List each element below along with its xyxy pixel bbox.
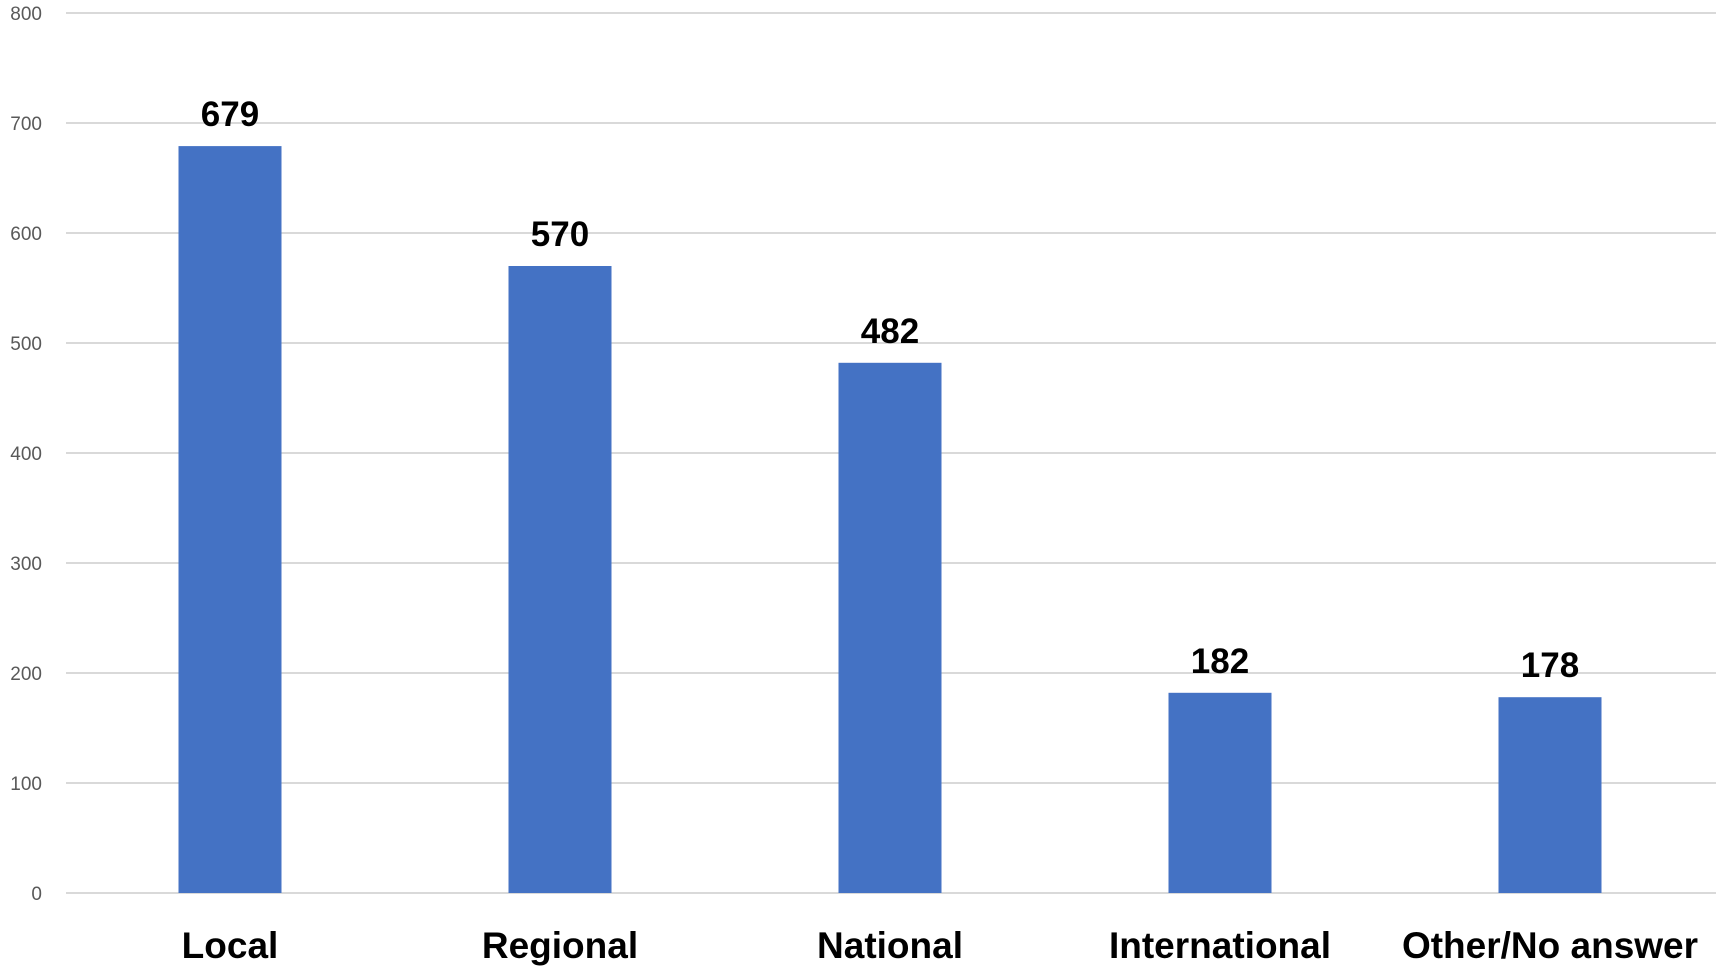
data-label: 182 xyxy=(1191,642,1249,681)
category-label: Other/No answer xyxy=(1402,925,1698,966)
y-tick-label: 200 xyxy=(10,664,42,685)
data-label: 178 xyxy=(1521,646,1579,685)
y-tick-label: 500 xyxy=(10,334,42,355)
y-axis-tick-labels: 0 100 200 300 400 500 600 700 800 xyxy=(10,4,42,905)
data-label: 482 xyxy=(861,312,919,351)
y-tick-label: 800 xyxy=(10,4,42,25)
x-axis-category-labels: Local Regional National International Other/… xyxy=(182,925,1698,966)
bar-regional xyxy=(508,266,612,893)
bar-national xyxy=(838,362,942,893)
y-tick-label: 100 xyxy=(10,774,42,795)
data-label: 570 xyxy=(531,215,589,254)
y-tick-label: 300 xyxy=(10,554,42,575)
category-label: National xyxy=(817,925,963,966)
y-tick-label: 400 xyxy=(10,444,42,465)
category-label: Regional xyxy=(482,925,638,966)
bar-other-no-answer xyxy=(1498,697,1602,893)
data-labels: 679 570 482 182 178 xyxy=(201,95,1579,685)
data-label: 679 xyxy=(201,95,259,134)
y-tick-label: 600 xyxy=(10,224,42,245)
bar-local xyxy=(178,146,282,894)
y-tick-label: 0 xyxy=(31,884,42,905)
category-label: Local xyxy=(182,925,279,966)
bar-international xyxy=(1168,692,1272,893)
bars xyxy=(178,146,1602,894)
y-tick-label: 700 xyxy=(10,114,42,135)
category-label: International xyxy=(1109,925,1331,966)
